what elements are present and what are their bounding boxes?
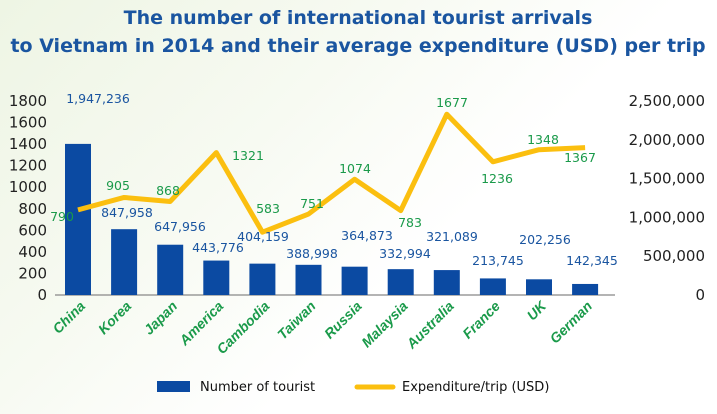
- line-value-label: 1321: [232, 148, 264, 163]
- left-tick-label: 200: [18, 264, 47, 282]
- left-tick-label: 1400: [9, 135, 47, 153]
- bar-series: [65, 143, 599, 295]
- legend-label-tourists: Number of tourist: [200, 380, 315, 395]
- bar-china: [65, 143, 91, 295]
- category-label-france: France: [459, 298, 503, 342]
- bar-cambodia: [249, 263, 276, 295]
- line-value-label: 1348: [527, 132, 559, 147]
- bar-france: [479, 278, 506, 295]
- category-label-malaysia: Malaysia: [358, 298, 411, 351]
- bar-value-label: 213,745: [472, 253, 524, 268]
- chart-title-line-1: The number of international tourist arri…: [124, 7, 593, 29]
- line-value-label: 783: [398, 215, 422, 230]
- bar-australia: [433, 270, 460, 295]
- bar-taiwan: [295, 264, 322, 295]
- bar-value-label: 404,159: [237, 229, 289, 244]
- line-value-label: 583: [256, 201, 280, 216]
- expenditure-line: [77, 111, 586, 235]
- left-tick-label: 1600: [9, 114, 47, 132]
- category-label-german: German: [546, 298, 595, 347]
- line-value-label: 790: [50, 209, 74, 224]
- left-tick-label: 1800: [9, 92, 47, 110]
- left-tick-label: 1200: [9, 157, 47, 175]
- right-tick-label: 1,500,000: [629, 170, 705, 188]
- left-tick-label: 0: [37, 286, 47, 304]
- right-tick-label: 0: [695, 286, 705, 304]
- bar-german: [572, 283, 599, 295]
- left-tick-label: 1000: [9, 178, 47, 196]
- right-tick-label: 2,000,000: [629, 131, 705, 149]
- right-axis: 0 500,000 1,000,000 1,500,000 2,000,000 2,500…: [629, 92, 705, 304]
- line-value-label: 1074: [339, 161, 371, 176]
- bar-japan: [157, 244, 184, 295]
- right-tick-label: 1,000,000: [629, 208, 705, 226]
- category-label-korea: Korea: [95, 298, 135, 338]
- line-value-label: 1367: [564, 150, 596, 165]
- category-label-taiwan: Taiwan: [274, 298, 319, 343]
- category-label-uk: UK: [523, 297, 549, 323]
- legend-swatch-bar: [157, 381, 190, 392]
- category-label-australia: Australia: [403, 298, 458, 353]
- bar-korea: [111, 229, 138, 295]
- bar-america: [203, 260, 230, 295]
- left-axis: 0 200 400 600 800 1000 1200 1400 1600 1800: [9, 92, 47, 304]
- line-value-label: 751: [300, 196, 324, 211]
- chart-title-line-2: to Vietnam in 2014 and their average exp…: [10, 35, 705, 57]
- bar-value-label: 647,956: [154, 219, 206, 234]
- line-series: [77, 111, 586, 235]
- right-tick-label: 500,000: [643, 247, 705, 265]
- line-value-label: 1236: [481, 171, 513, 186]
- left-tick-label: 600: [18, 221, 47, 239]
- bar-value-label: 142,345: [566, 253, 618, 268]
- bar-value-label: 321,089: [426, 229, 478, 244]
- left-tick-label: 800: [18, 200, 47, 218]
- category-label-russia: Russia: [321, 298, 365, 342]
- line-value-label: 868: [156, 183, 180, 198]
- bar-value-label: 847,958: [101, 205, 153, 220]
- right-tick-label: 2,500,000: [629, 92, 705, 110]
- legend: Number of tourist Expenditure/trip (USD): [157, 380, 549, 395]
- bar-value-label: 388,998: [286, 246, 338, 261]
- bar-value-label: 364,873: [341, 228, 393, 243]
- bar-uk: [526, 279, 552, 295]
- category-label-china: China: [49, 298, 88, 337]
- bar-value-label: 202,256: [519, 232, 571, 247]
- category-label-japan: Japan: [140, 298, 180, 338]
- bar-russia: [341, 266, 368, 295]
- bar-value-label: 1,947,236: [66, 91, 130, 106]
- bar-value-label: 443,776: [192, 240, 244, 255]
- legend-label-expenditure: Expenditure/trip (USD): [402, 380, 549, 395]
- bar-malaysia: [387, 269, 414, 295]
- line-value-label: 905: [106, 178, 130, 193]
- bar-value-label: 332,994: [379, 246, 431, 261]
- left-tick-label: 400: [18, 243, 47, 261]
- line-value-label: 1677: [436, 95, 468, 110]
